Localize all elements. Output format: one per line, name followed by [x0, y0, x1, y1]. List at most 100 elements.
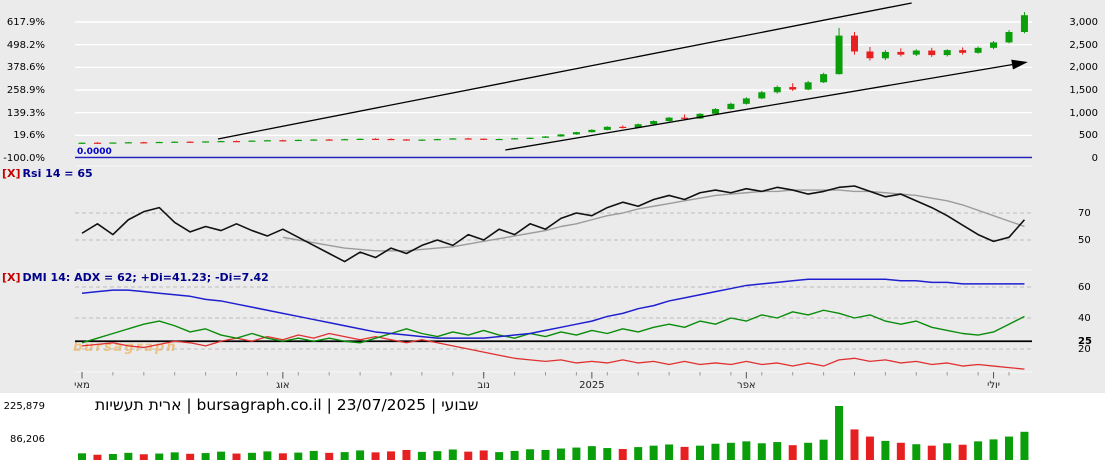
trend-channel [217, 2, 1028, 151]
volume-bar [541, 449, 550, 460]
rsi-indicator-header: [X] Rsi 14 = 65 [2, 167, 93, 180]
volume-bar [835, 406, 844, 460]
candle [124, 142, 132, 144]
title-volume-strip [0, 393, 1105, 462]
candle [449, 138, 457, 140]
volume-bar [263, 451, 272, 460]
candle [974, 47, 982, 53]
candle [526, 137, 534, 139]
candle [217, 141, 225, 143]
x-axis-label: אוג [276, 380, 290, 391]
volume-bar [665, 444, 674, 460]
volume-bar [417, 451, 426, 460]
candle [387, 138, 395, 141]
volume-axis-label: 86,206 [10, 434, 45, 446]
volume-bar [680, 446, 689, 460]
x-axis-label: אפר [737, 380, 756, 391]
volume-bar [464, 451, 473, 460]
candle [990, 42, 998, 48]
volume-bar [618, 449, 627, 460]
volume-bar [325, 452, 334, 460]
dmi-axis-label: 25 [1078, 336, 1092, 348]
volume-bar [634, 447, 643, 460]
candle [294, 139, 302, 142]
candle [372, 138, 380, 140]
dmi-indicator-header: [X] DMI 14: ADX = 62; +Di=41.23; -Di=7.42 [2, 271, 269, 284]
volume-bar [124, 452, 133, 460]
volume-series[interactable] [78, 406, 1029, 460]
percent-axis-label: 498.2% [6, 39, 45, 51]
percent-axis-label: 378.6% [6, 62, 45, 74]
volume-bar [247, 452, 256, 460]
volume-bar [757, 443, 766, 460]
volume-bar [726, 442, 735, 460]
volume-bar [788, 445, 797, 460]
x-axis-label: יולי [987, 380, 1000, 391]
candle [109, 142, 117, 144]
volume-bar [649, 445, 658, 460]
candlestick-series[interactable] [78, 12, 1028, 144]
price-axis-label: 500 [1078, 130, 1098, 142]
candle [681, 117, 689, 119]
volume-bar [170, 452, 179, 460]
candle [155, 141, 163, 144]
candle [711, 109, 719, 114]
dmi-axis-label: 60 [1078, 282, 1091, 293]
volume-bar [448, 449, 457, 460]
volume-bar [804, 442, 813, 460]
percent-axis-label: 139.3% [6, 107, 45, 119]
volume-bar [974, 441, 983, 460]
volume-bar [696, 445, 704, 460]
volume-bar [556, 448, 565, 460]
candle [310, 139, 318, 141]
volume-bar [294, 452, 303, 460]
candle [696, 113, 704, 119]
candle [866, 51, 874, 59]
candle [804, 82, 812, 90]
volume-bar [896, 442, 905, 460]
candle [511, 138, 519, 140]
volume-bar [989, 439, 998, 460]
candle [140, 142, 148, 144]
candle [78, 142, 86, 144]
candle [93, 142, 101, 144]
candle [897, 51, 905, 55]
dmi-remove-button[interactable]: [X] [2, 271, 21, 284]
candle [928, 50, 936, 56]
volume-bar [603, 448, 612, 460]
volume-bar [495, 452, 504, 460]
x-axis-label: נוב [477, 380, 490, 391]
volume-bar [201, 453, 210, 460]
rsi-remove-button[interactable]: [X] [2, 167, 21, 180]
volume-bar [850, 429, 859, 460]
volume-bar [278, 453, 287, 460]
candle [588, 129, 596, 133]
volume-bar [155, 453, 164, 460]
volume-bar [217, 451, 226, 460]
percent-axis-label: 258.9% [6, 85, 45, 96]
candle [418, 139, 426, 141]
candle [650, 121, 658, 125]
candle [464, 138, 472, 140]
x-axis-label: 2025 [579, 380, 605, 391]
x-axis-ticks [81, 372, 1010, 379]
candle [665, 117, 673, 122]
rsi-axis-label: 50 [1078, 235, 1091, 246]
volume-bar [93, 454, 102, 460]
candle [773, 87, 781, 93]
rsi-indicator-label: Rsi 14 = 65 [22, 167, 93, 180]
candle [959, 50, 967, 53]
candle [402, 139, 410, 141]
candle [480, 138, 488, 140]
candle [202, 141, 210, 143]
volume-bar [773, 442, 782, 460]
candle [820, 74, 828, 83]
volume-bar [587, 446, 596, 460]
dmi-axis-label: 40 [1078, 313, 1091, 324]
candle [943, 50, 951, 56]
candle [341, 139, 349, 141]
trend-arrow [1011, 59, 1028, 70]
volume-bar [572, 447, 581, 460]
